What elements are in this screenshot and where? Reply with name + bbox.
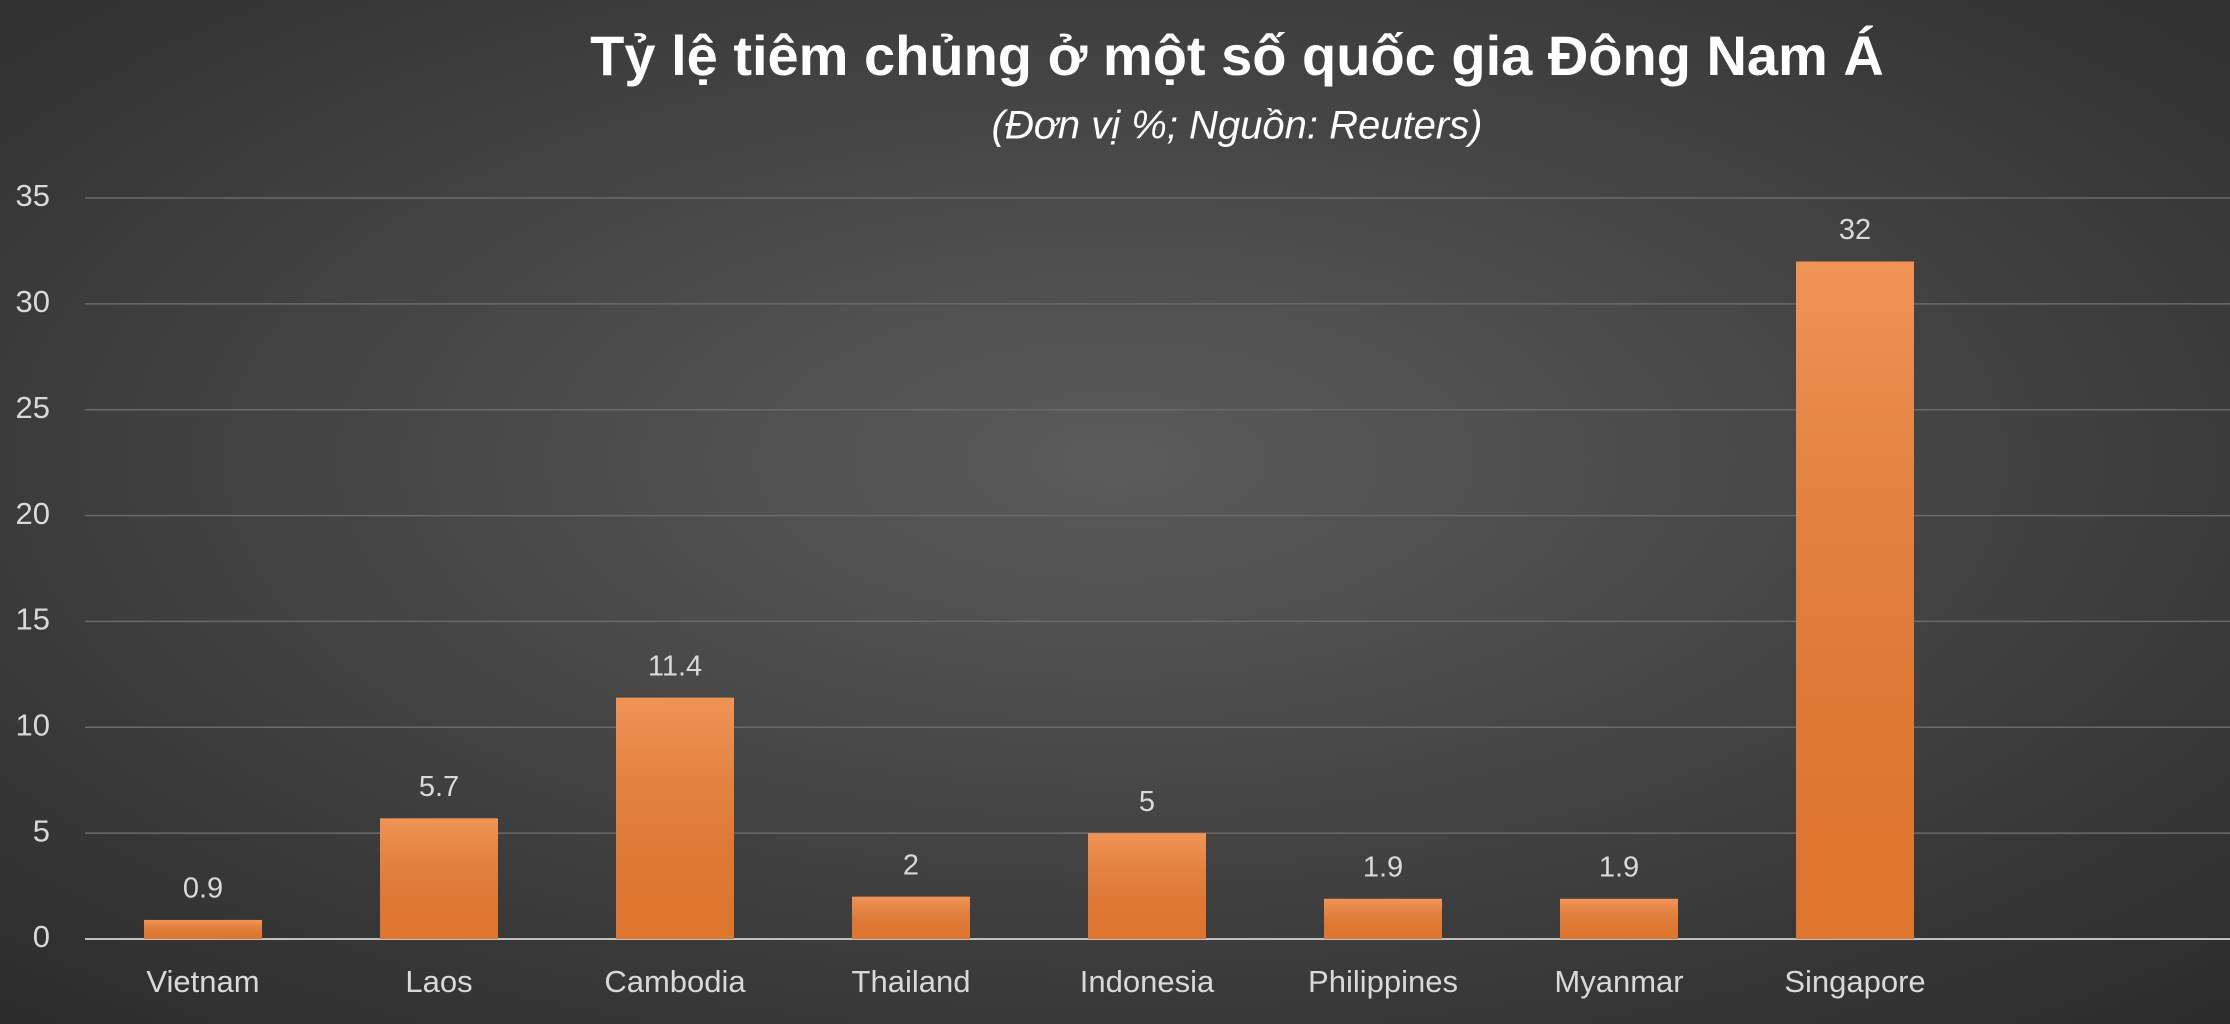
x-tick-label: Philippines (1308, 964, 1458, 999)
x-tick-label: Cambodia (604, 964, 746, 999)
data-label: 32 (1839, 214, 1871, 246)
bar-shade (852, 896, 970, 939)
bar-shade (1560, 898, 1678, 939)
bar-shade (380, 818, 498, 939)
y-tick-label: 15 (16, 602, 50, 637)
data-label: 2 (903, 849, 919, 881)
data-label: 1.9 (1363, 851, 1403, 883)
chart-subtitle: (Đơn vị %; Nguồn: Reuters) (991, 104, 1482, 148)
y-tick-label: 25 (16, 390, 50, 425)
data-label: 11.4 (648, 650, 702, 682)
bar-shade (1088, 833, 1206, 939)
x-tick-label: Indonesia (1080, 964, 1215, 999)
data-label: 0.9 (183, 873, 223, 905)
x-tick-label: Vietnam (146, 964, 259, 999)
bar-shade (1324, 898, 1442, 939)
y-tick-label: 5 (33, 813, 50, 848)
y-tick-label: 30 (16, 284, 50, 319)
x-tick-label: Laos (405, 964, 472, 999)
y-tick-label: 0 (33, 919, 50, 954)
x-tick-label: Singapore (1784, 964, 1925, 999)
data-label: 1.9 (1599, 851, 1639, 883)
y-tick-label: 10 (16, 707, 50, 742)
chart-title: Tỷ lệ tiêm chủng ở một số quốc gia Đông … (590, 24, 1884, 87)
data-label: 5.7 (419, 771, 459, 803)
bar-shade (1796, 261, 1914, 939)
bar-shade (144, 919, 262, 939)
data-label: 5 (1139, 786, 1155, 818)
y-tick-label: 20 (16, 496, 50, 531)
x-tick-label: Thailand (852, 964, 971, 999)
y-tick-label: 35 (16, 178, 50, 213)
bar-shade (616, 697, 734, 939)
x-tick-label: Myanmar (1554, 964, 1683, 999)
